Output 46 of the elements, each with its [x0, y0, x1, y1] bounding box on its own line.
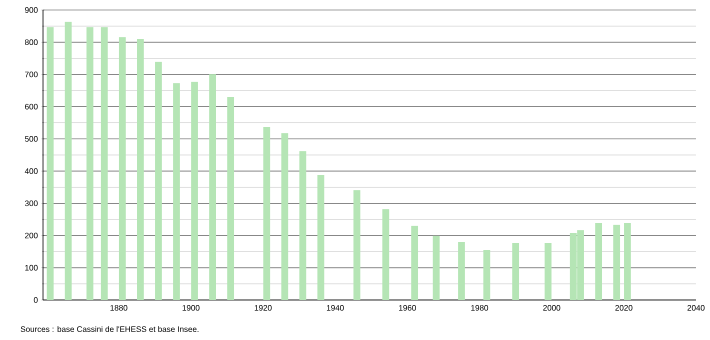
- x-tick-label: 1900: [182, 305, 200, 311]
- bar: [86, 27, 94, 300]
- bar: [317, 174, 324, 300]
- bar: [353, 190, 360, 300]
- y-tick-label: 700: [25, 72, 38, 78]
- bar: [595, 222, 602, 300]
- bar: [411, 226, 418, 300]
- bar: [624, 222, 631, 300]
- bar: [544, 242, 552, 300]
- bar: [136, 38, 144, 300]
- bar: [458, 242, 465, 300]
- bar: [46, 27, 54, 300]
- bar: [613, 224, 620, 300]
- bar: [263, 126, 270, 300]
- x-tick-label: 1920: [254, 305, 272, 311]
- y-tick-label: 600: [25, 104, 38, 110]
- x-tick-label: 2040: [688, 305, 705, 311]
- y-tick-label: 400: [24, 168, 38, 174]
- y-tick-label: 200: [25, 232, 38, 238]
- bar: [432, 236, 440, 300]
- y-tick-label: 300: [24, 200, 38, 206]
- bar: [512, 242, 520, 300]
- x-tick-label: 1980: [471, 305, 488, 311]
- bar: [382, 209, 390, 300]
- bar: [227, 96, 234, 300]
- bar: [173, 83, 180, 300]
- bar: [191, 82, 198, 300]
- x-tick-label: 1960: [399, 305, 416, 311]
- source-note: Sources : base Cassini de l'EHESS et base Insee.: [20, 326, 198, 332]
- y-tick-label: 900: [25, 7, 38, 13]
- y-tick-label: 100: [25, 264, 38, 271]
- bar: [483, 250, 490, 300]
- x-tick-label: 1880: [110, 305, 128, 311]
- bar: [281, 133, 288, 300]
- x-tick-label: 1940: [326, 305, 344, 311]
- y-tick-label: 500: [24, 136, 38, 142]
- bar: [118, 37, 126, 300]
- y-tick-label: 800: [24, 39, 38, 46]
- x-tick-label: 2000: [543, 305, 560, 311]
- bar: [155, 62, 162, 300]
- bar: [100, 27, 108, 300]
- bar: [299, 151, 306, 300]
- bar: [209, 74, 216, 300]
- x-tick-label: 2020: [615, 305, 632, 311]
- bar: [64, 22, 72, 300]
- y-tick-label: 0: [34, 297, 38, 303]
